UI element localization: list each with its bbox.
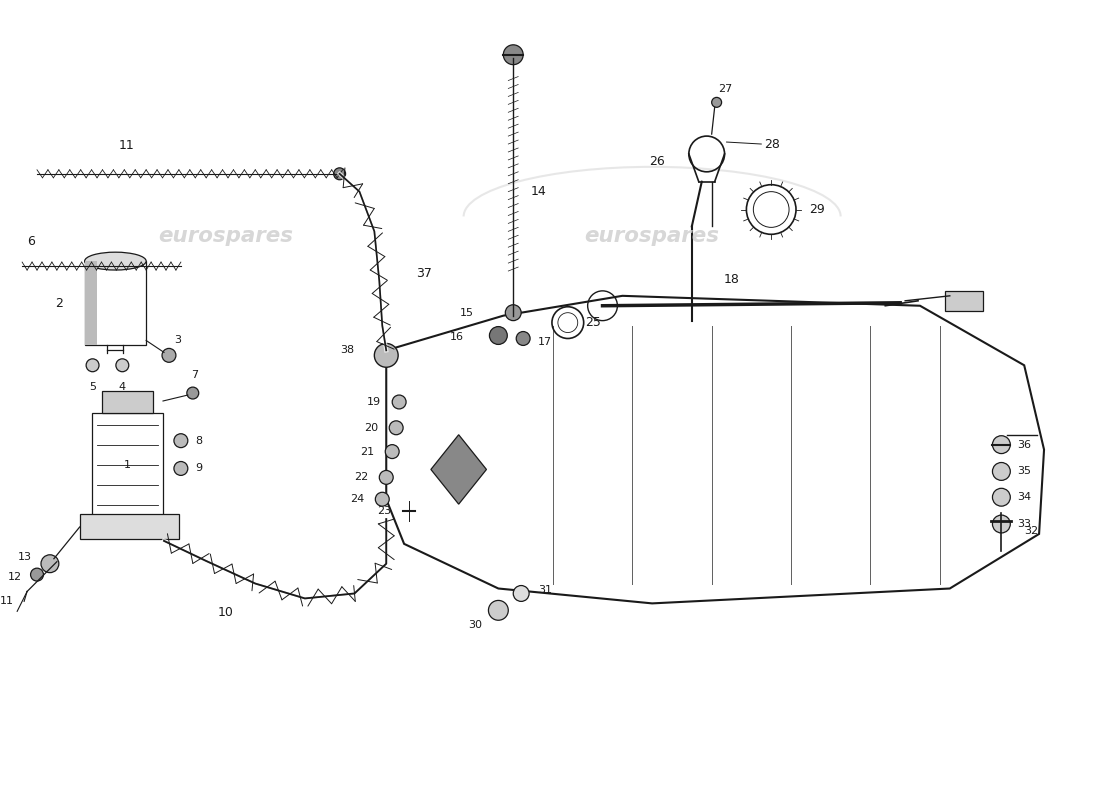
Text: 12: 12 [8,572,22,582]
Circle shape [41,554,58,573]
Circle shape [385,445,399,458]
Circle shape [393,395,406,409]
Text: 2: 2 [55,297,63,310]
Circle shape [333,168,345,180]
Text: eurospares: eurospares [584,226,719,246]
Circle shape [488,601,508,620]
Circle shape [712,98,722,107]
Text: 38: 38 [340,346,354,355]
Circle shape [86,359,99,372]
Circle shape [31,568,44,581]
Circle shape [992,515,1010,533]
Text: 28: 28 [764,138,780,150]
Text: 7: 7 [191,370,198,380]
Text: 3: 3 [174,335,180,346]
Circle shape [992,436,1010,454]
Circle shape [504,45,524,65]
Text: 19: 19 [367,397,382,407]
Circle shape [505,305,521,321]
Text: 31: 31 [538,586,552,595]
Circle shape [187,387,199,399]
Circle shape [174,434,188,448]
Text: 8: 8 [195,436,202,446]
Text: 9: 9 [195,463,202,474]
Text: 10: 10 [218,606,233,619]
Text: 6: 6 [28,235,35,248]
Text: 22: 22 [354,472,368,482]
Text: 20: 20 [364,422,378,433]
Circle shape [375,492,389,506]
Text: 36: 36 [1018,440,1032,450]
Text: eurospares: eurospares [158,226,293,246]
Text: 14: 14 [531,185,547,198]
Bar [85,261,146,346]
Circle shape [174,462,188,475]
Text: 35: 35 [1018,466,1032,477]
Circle shape [490,326,507,345]
Text: 30: 30 [469,620,483,630]
Circle shape [992,488,1010,506]
Ellipse shape [85,252,146,270]
Text: 25: 25 [585,316,601,329]
Text: 13: 13 [18,552,32,562]
Circle shape [116,359,129,372]
Text: 29: 29 [808,203,825,216]
Polygon shape [85,261,97,346]
Text: 23: 23 [377,506,392,516]
Text: 21: 21 [360,446,374,457]
Bar [79,514,179,539]
Text: 24: 24 [350,494,364,504]
Text: 17: 17 [538,338,552,347]
Circle shape [514,586,529,602]
Circle shape [992,462,1010,480]
Text: 34: 34 [1018,492,1032,502]
Circle shape [162,349,176,362]
Text: 27: 27 [718,85,733,94]
Text: 11: 11 [0,597,14,606]
Text: 15: 15 [460,308,474,318]
Text: 18: 18 [724,273,739,286]
Circle shape [379,470,393,484]
Text: 4: 4 [119,382,125,392]
Text: 32: 32 [1024,526,1038,536]
Text: 11: 11 [119,139,134,152]
Text: 33: 33 [1018,519,1032,529]
Bar [91,413,163,517]
Circle shape [516,331,530,346]
Text: 26: 26 [649,155,666,168]
Bar [945,291,982,310]
Text: 37: 37 [416,266,432,279]
Circle shape [374,343,398,367]
Text: 16: 16 [450,333,463,342]
Circle shape [389,421,403,434]
Polygon shape [386,296,1044,603]
Text: 1: 1 [124,460,131,470]
Polygon shape [431,434,486,504]
Bar [101,391,153,413]
Text: 5: 5 [89,382,96,392]
